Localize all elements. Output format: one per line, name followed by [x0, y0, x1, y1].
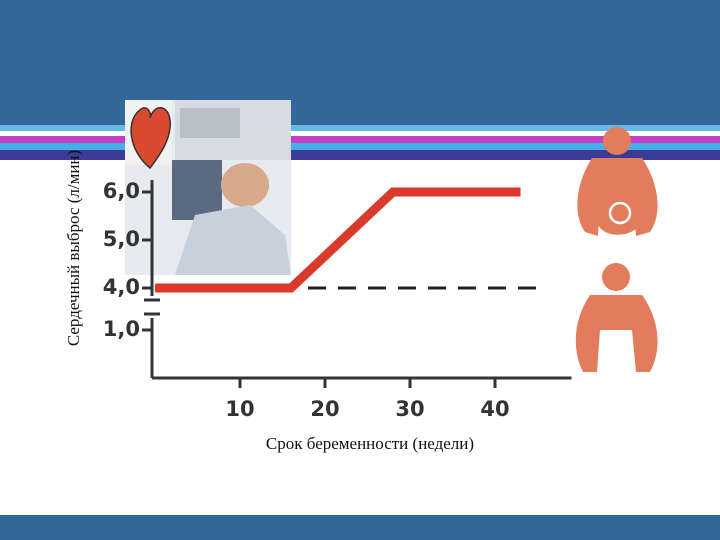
stripes: [0, 125, 720, 160]
top-band: [0, 0, 720, 125]
y-tick-label: 5,0: [103, 227, 140, 251]
x-tick-label: 10: [225, 397, 254, 421]
y-tick-label: 6,0: [103, 179, 140, 203]
y-tick-label: 4,0: [103, 275, 140, 299]
photo: [125, 100, 291, 275]
x-axis-label: Срок беременности (недели): [266, 434, 474, 453]
figure-pregnant: [577, 127, 658, 236]
x-tick-label: 40: [480, 397, 509, 421]
figure-nonpregnant: [575, 263, 658, 372]
plot: 6,0 5,0 4,0 1,0 10 20 30 40: [103, 179, 572, 421]
x-tick-label: 20: [310, 397, 339, 421]
bottom-band: [0, 515, 720, 540]
x-tick-label: 30: [395, 397, 424, 421]
y-tick-label: 1,0: [103, 317, 140, 341]
series-line: [155, 187, 521, 293]
y-axis-label: Сердечный выброс (л/мин): [64, 150, 83, 346]
